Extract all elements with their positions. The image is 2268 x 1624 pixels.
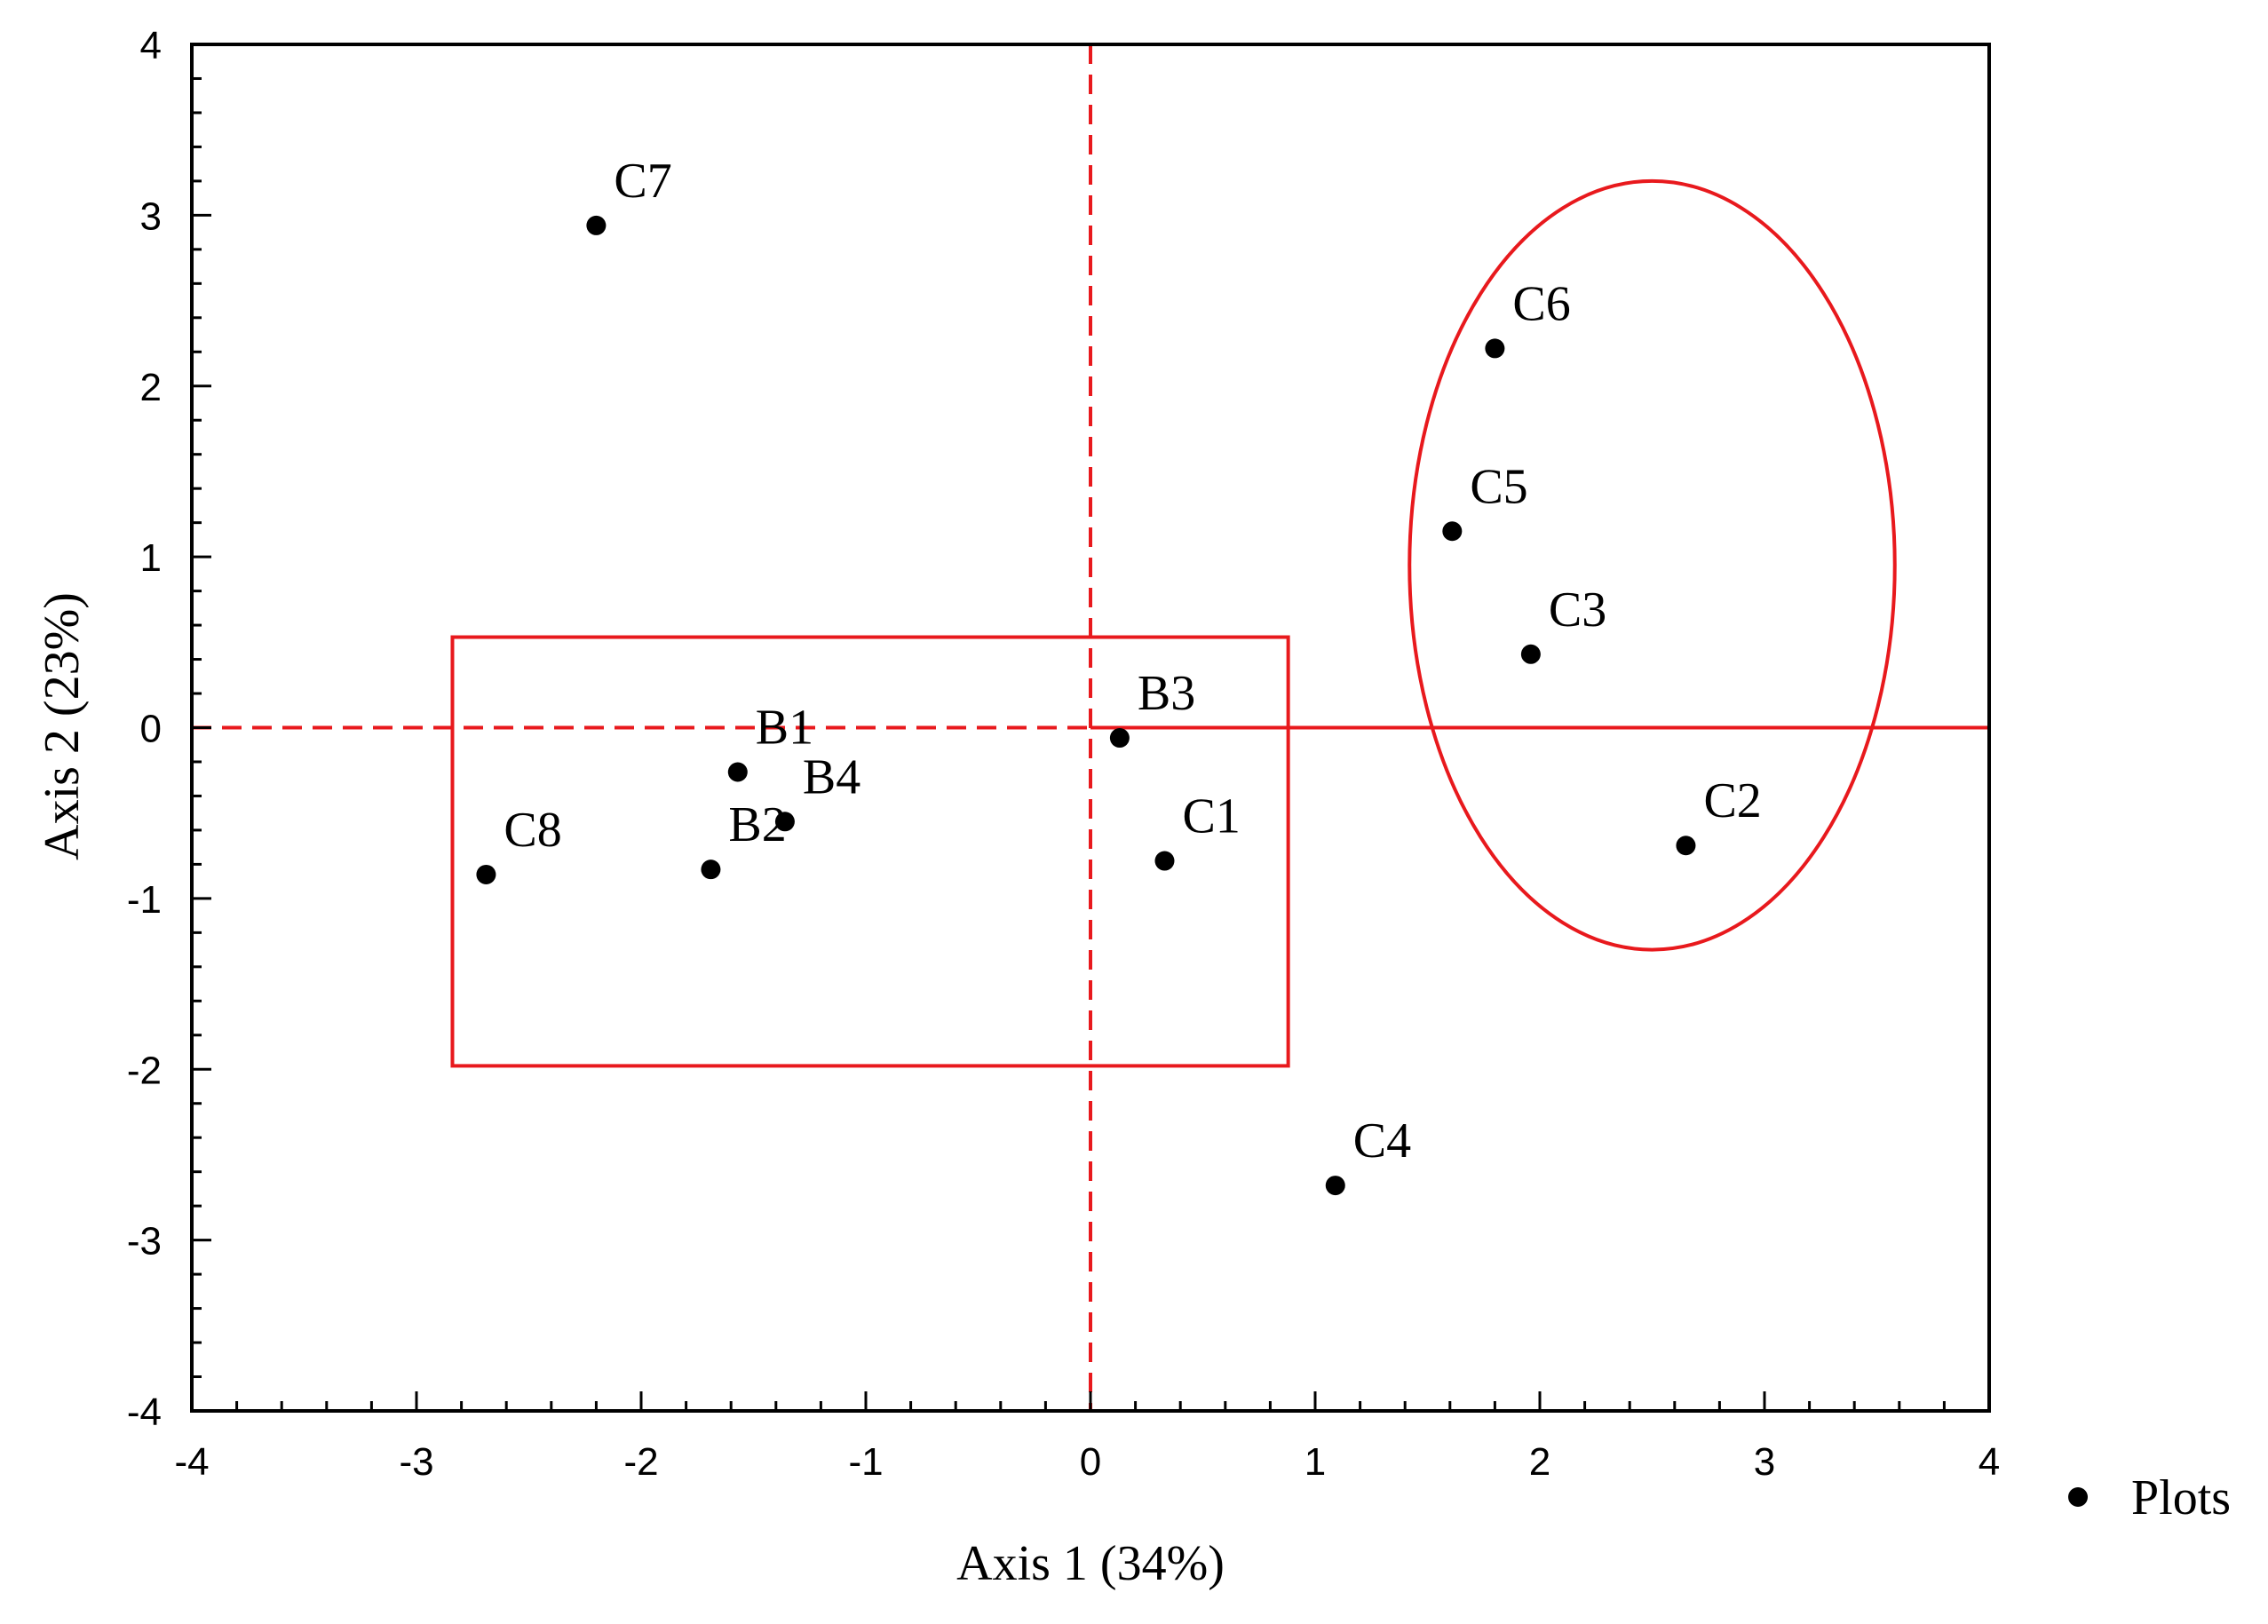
- point-label-c2: C2: [1703, 773, 1761, 828]
- point-label-c1: C1: [1182, 789, 1240, 844]
- data-point-c1: [1154, 851, 1175, 871]
- y-axis-title: Axis 2 (23%): [35, 592, 90, 860]
- axis-ticks: -4 -3 -2 -1 0 1 2 3 4 -4 -3 -2 -1 0 1 2 3 4: [127, 24, 2000, 1484]
- data-point-b4: [774, 812, 795, 832]
- y-tick-label: -4: [127, 1390, 162, 1434]
- x-tick-label: -3: [399, 1440, 433, 1484]
- point-label-c3: C3: [1549, 582, 1606, 638]
- data-point-c2: [1676, 836, 1696, 856]
- y-tick-label: 4: [140, 24, 162, 67]
- data-point-c4: [1325, 1176, 1345, 1196]
- data-point-c3: [1520, 644, 1541, 664]
- highlight-ellipse: [1408, 178, 1897, 952]
- data-point-c8: [476, 864, 496, 884]
- data-point-b3: [1109, 728, 1130, 749]
- x-tick-label: 0: [1080, 1440, 1101, 1484]
- y-tick-label: -2: [127, 1049, 162, 1092]
- point-label-b4: B4: [803, 749, 860, 804]
- x-axis-title: Axis 1 (34%): [956, 1536, 1225, 1591]
- legend: Plots: [2068, 1470, 2231, 1525]
- x-tick-label: 3: [1754, 1440, 1775, 1484]
- y-tick-label: 1: [140, 536, 162, 580]
- data-point-c5: [1442, 521, 1463, 542]
- data-point-b1: [727, 762, 748, 782]
- highlight-rectangle: [450, 635, 1290, 1068]
- y-tick-label: 3: [140, 194, 162, 238]
- x-tick-label: 4: [1979, 1440, 2000, 1484]
- point-label-c8: C8: [504, 803, 561, 858]
- annotation-layer: [192, 44, 1989, 1411]
- point-label-c5: C5: [1470, 459, 1527, 514]
- point-label-b1: B1: [756, 701, 813, 756]
- y-tick-label: 2: [140, 366, 162, 409]
- y-tick-label: -1: [127, 878, 162, 922]
- x-tick-label: -4: [174, 1440, 209, 1484]
- legend-marker: [2068, 1487, 2088, 1507]
- data-point-b2: [701, 860, 721, 880]
- legend-label: Plots: [2131, 1470, 2231, 1525]
- point-label-b3: B3: [1138, 666, 1195, 721]
- point-label-b2: B2: [728, 797, 786, 852]
- y-tick-label: -3: [127, 1220, 162, 1264]
- point-label-c7: C7: [614, 154, 671, 209]
- data-point-c6: [1485, 338, 1505, 359]
- x-tick-label: 1: [1304, 1440, 1326, 1484]
- y-tick-label: 0: [140, 708, 162, 751]
- x-tick-label: 2: [1529, 1440, 1550, 1484]
- data-point-c7: [586, 215, 607, 235]
- x-tick-label: -2: [623, 1440, 658, 1484]
- point-label-c4: C4: [1353, 1113, 1411, 1168]
- x-tick-label: -1: [848, 1440, 883, 1484]
- point-label-c6: C6: [1512, 276, 1570, 331]
